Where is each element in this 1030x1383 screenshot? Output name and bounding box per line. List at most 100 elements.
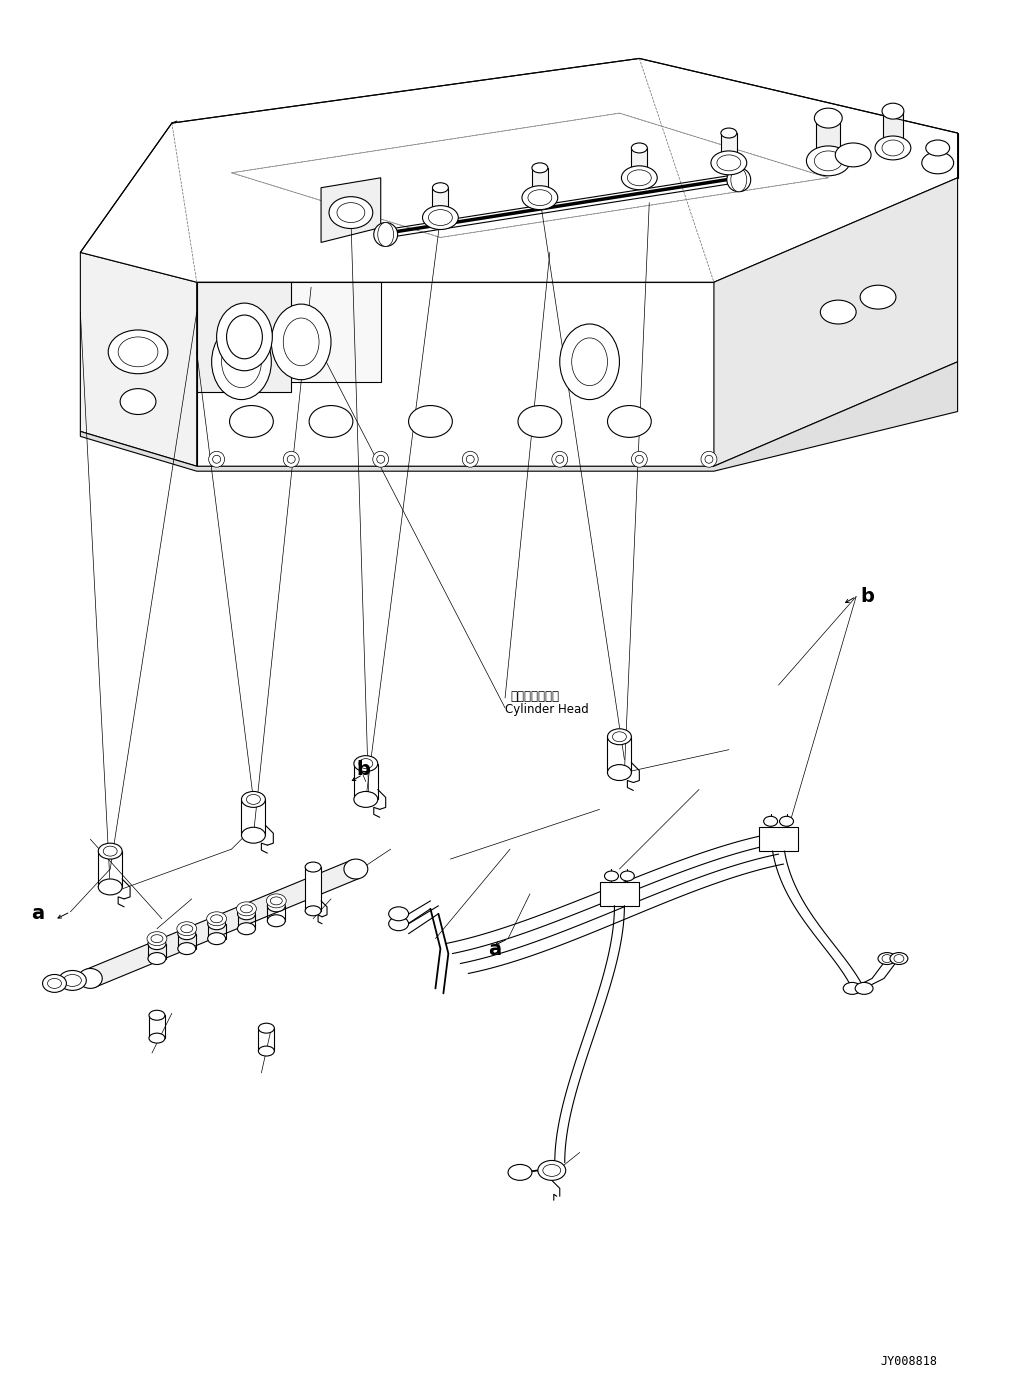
Ellipse shape bbox=[240, 904, 252, 913]
Circle shape bbox=[212, 455, 220, 463]
Polygon shape bbox=[631, 148, 647, 178]
Polygon shape bbox=[433, 188, 448, 217]
Ellipse shape bbox=[344, 859, 368, 880]
Polygon shape bbox=[80, 362, 958, 472]
Ellipse shape bbox=[178, 928, 196, 939]
Ellipse shape bbox=[230, 405, 273, 437]
Ellipse shape bbox=[149, 1010, 165, 1021]
Ellipse shape bbox=[241, 791, 266, 808]
Text: Cylinder Head: Cylinder Head bbox=[505, 704, 589, 716]
Ellipse shape bbox=[780, 816, 793, 826]
Polygon shape bbox=[531, 167, 548, 198]
Ellipse shape bbox=[428, 210, 452, 225]
Polygon shape bbox=[259, 1028, 274, 1051]
Ellipse shape bbox=[259, 1023, 274, 1033]
Ellipse shape bbox=[620, 871, 634, 881]
Ellipse shape bbox=[926, 140, 950, 156]
Ellipse shape bbox=[531, 163, 548, 173]
Ellipse shape bbox=[59, 971, 87, 990]
Ellipse shape bbox=[572, 337, 608, 386]
Ellipse shape bbox=[559, 324, 619, 400]
Ellipse shape bbox=[208, 918, 226, 929]
Text: a: a bbox=[488, 940, 502, 958]
Ellipse shape bbox=[227, 315, 263, 358]
Ellipse shape bbox=[422, 206, 458, 230]
Ellipse shape bbox=[409, 405, 452, 437]
Polygon shape bbox=[321, 178, 381, 242]
Ellipse shape bbox=[835, 142, 871, 167]
Ellipse shape bbox=[267, 893, 286, 907]
Ellipse shape bbox=[717, 155, 741, 171]
Ellipse shape bbox=[608, 729, 631, 744]
Polygon shape bbox=[759, 827, 798, 851]
Circle shape bbox=[636, 455, 644, 463]
Text: a: a bbox=[31, 904, 43, 924]
Text: シリンダヘッド: シリンダヘッド bbox=[510, 690, 559, 704]
Ellipse shape bbox=[178, 943, 196, 954]
Ellipse shape bbox=[103, 846, 117, 856]
Ellipse shape bbox=[876, 136, 911, 160]
Ellipse shape bbox=[118, 337, 158, 366]
Ellipse shape bbox=[882, 104, 904, 119]
Polygon shape bbox=[817, 118, 840, 148]
Ellipse shape bbox=[721, 129, 736, 138]
Ellipse shape bbox=[98, 880, 123, 895]
Ellipse shape bbox=[844, 982, 861, 994]
Ellipse shape bbox=[271, 304, 331, 380]
Ellipse shape bbox=[246, 794, 261, 805]
Ellipse shape bbox=[806, 147, 850, 176]
Ellipse shape bbox=[890, 953, 907, 964]
Ellipse shape bbox=[207, 911, 227, 925]
Ellipse shape bbox=[259, 1046, 274, 1057]
Ellipse shape bbox=[151, 935, 163, 943]
Circle shape bbox=[209, 451, 225, 467]
Ellipse shape bbox=[47, 978, 62, 989]
Ellipse shape bbox=[211, 324, 271, 400]
Ellipse shape bbox=[270, 898, 282, 904]
Polygon shape bbox=[883, 111, 903, 138]
Ellipse shape bbox=[148, 953, 166, 964]
Ellipse shape bbox=[268, 900, 285, 911]
Polygon shape bbox=[197, 282, 714, 466]
Ellipse shape bbox=[268, 914, 285, 927]
Ellipse shape bbox=[148, 938, 166, 950]
Ellipse shape bbox=[627, 170, 651, 185]
Polygon shape bbox=[241, 799, 266, 835]
Circle shape bbox=[467, 455, 474, 463]
Ellipse shape bbox=[42, 975, 66, 993]
Ellipse shape bbox=[508, 1164, 531, 1180]
Ellipse shape bbox=[878, 953, 896, 964]
Ellipse shape bbox=[309, 405, 353, 437]
Ellipse shape bbox=[337, 203, 365, 223]
Circle shape bbox=[374, 223, 398, 246]
Polygon shape bbox=[197, 282, 381, 382]
Circle shape bbox=[462, 451, 478, 467]
Ellipse shape bbox=[305, 862, 321, 873]
Ellipse shape bbox=[388, 907, 409, 921]
Ellipse shape bbox=[860, 285, 896, 308]
Ellipse shape bbox=[237, 902, 256, 916]
Ellipse shape bbox=[64, 975, 81, 986]
Ellipse shape bbox=[894, 954, 904, 963]
Ellipse shape bbox=[283, 318, 319, 365]
Ellipse shape bbox=[121, 389, 156, 415]
Circle shape bbox=[283, 451, 299, 467]
Ellipse shape bbox=[711, 151, 747, 174]
Ellipse shape bbox=[820, 300, 856, 324]
Ellipse shape bbox=[621, 166, 657, 189]
Ellipse shape bbox=[241, 827, 266, 844]
Circle shape bbox=[727, 167, 751, 192]
Ellipse shape bbox=[147, 932, 167, 946]
Ellipse shape bbox=[358, 759, 373, 769]
Circle shape bbox=[701, 451, 717, 467]
Circle shape bbox=[373, 451, 388, 467]
Ellipse shape bbox=[731, 167, 747, 192]
Polygon shape bbox=[599, 882, 640, 906]
Ellipse shape bbox=[538, 1160, 565, 1180]
Text: b: b bbox=[356, 761, 371, 779]
Circle shape bbox=[705, 455, 713, 463]
Ellipse shape bbox=[388, 917, 409, 931]
Ellipse shape bbox=[177, 921, 197, 936]
Circle shape bbox=[287, 455, 296, 463]
Ellipse shape bbox=[238, 922, 255, 935]
